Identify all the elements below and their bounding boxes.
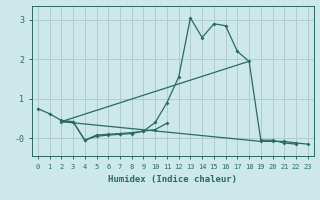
X-axis label: Humidex (Indice chaleur): Humidex (Indice chaleur) — [108, 175, 237, 184]
